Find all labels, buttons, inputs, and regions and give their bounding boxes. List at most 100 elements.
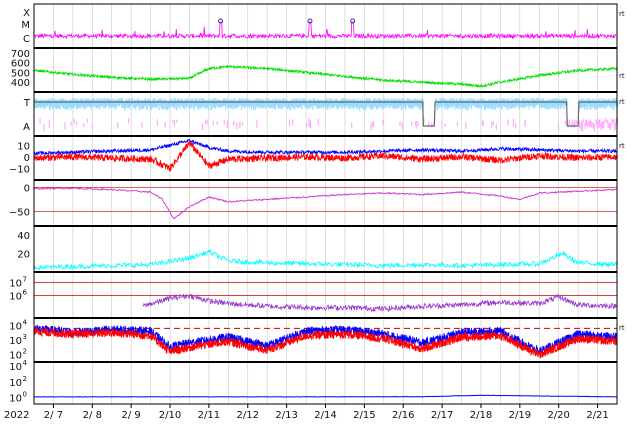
ta-upper-mark [307,99,309,107]
ta-upper-mark [374,98,376,107]
ta-upper-mark [333,100,335,109]
ta-upper-mark [356,99,358,110]
ta-lower-mark [608,123,610,129]
ta-upper-mark [378,99,380,109]
ta-upper-mark [279,100,281,109]
electron-tick-label: 10 [9,351,22,362]
ta-upper-mark [492,99,494,110]
ta-upper-mark [586,100,588,110]
ta-upper-mark [253,100,255,111]
ta-upper-mark [46,99,48,107]
ta-upper-mark [460,100,462,111]
ta-upper-mark [436,100,438,111]
ta-upper-mark [68,99,70,107]
ta-upper-mark [180,99,182,106]
neutron-series-line [34,394,617,398]
ta-upper-mark [394,98,396,109]
ta-upper-mark [486,100,488,109]
ta-upper-mark [360,100,362,108]
ta-upper-mark [269,99,271,109]
ta-upper-mark [166,100,169,110]
speed-tick-label: 400 [11,78,30,89]
ta-upper-mark [611,98,613,109]
ta-upper-mark [404,99,406,107]
ta-upper-mark [83,99,85,110]
ta-lower-mark [588,120,590,127]
ta-upper-mark [477,100,480,109]
ta-upper-mark [457,100,459,109]
ta-lower-mark [595,119,597,123]
ta-upper-mark [517,99,519,106]
ta-upper-mark [493,99,495,110]
ta-upper-mark [449,98,451,108]
ta-upper-mark [508,100,511,108]
ta-upper-mark [345,100,347,108]
ta-upper-mark [464,99,466,110]
ta-lower-mark [571,119,574,125]
flare-event-marker [307,18,313,24]
ta-upper-mark [242,99,244,108]
ta-upper-mark [510,98,512,108]
ta-lower-mark [593,123,595,132]
ta-upper-mark [379,98,381,108]
ta-upper-mark [255,98,257,108]
ta-upper-mark [512,98,514,108]
ta-upper-mark [65,99,67,108]
ta-upper-mark [90,100,92,110]
ta-upper-mark [94,99,96,107]
ta-upper-mark [358,100,361,111]
electron-blue-line [33,324,618,355]
ta-upper-mark [543,98,545,108]
neutron-tick-label: 10 [9,378,22,389]
ta-upper-mark [530,99,532,107]
ta-upper-mark [297,100,299,109]
ta-upper-mark [70,100,72,111]
ta-upper-mark [542,99,544,108]
ta-upper-mark [582,98,584,109]
ta-upper-mark [455,99,457,106]
ta-upper-mark [51,100,54,110]
x-tick-label: 2/18 [470,410,492,421]
ta-upper-mark [410,100,412,108]
ta-upper-mark [110,99,112,108]
ta-upper-mark [326,98,328,107]
ta-upper-mark [139,100,141,107]
ta-upper-mark [338,100,340,108]
x-tick-label: 2/11 [198,410,220,421]
ta-upper-mark [132,100,134,109]
ta-upper-mark [95,100,97,109]
ta-upper-mark [315,100,317,107]
ta-upper-mark [596,99,598,109]
ta-upper-mark [454,99,456,110]
ta-upper-mark [271,99,274,106]
ta-upper-mark [50,98,52,107]
ta-upper-mark [133,100,135,109]
ta-upper-mark [341,99,343,109]
ta-lower-mark [589,119,591,124]
ta-upper-mark [409,99,411,109]
ta-lower-mark [212,120,214,126]
ta-upper-mark [414,98,416,107]
electron-tick-exponent: 3 [23,333,27,341]
ta-upper-mark [54,100,57,108]
ta-upper-mark [87,99,89,107]
ta-lower-mark [589,121,591,127]
ta-upper-mark [550,99,552,109]
ta-upper-mark [610,100,612,108]
ta-lower-mark [309,122,311,128]
ta-upper-mark [277,99,279,108]
ta-upper-mark [237,100,239,108]
ta-upper-mark [412,100,414,109]
ta-upper-mark [402,98,404,109]
ta-upper-mark [34,99,36,108]
ta-upper-mark [487,100,490,110]
ta-upper-mark [556,99,558,109]
ta-upper-mark [233,98,235,109]
ta-upper-mark [155,100,157,108]
x-tick-label: 2/21 [586,410,608,421]
ta-upper-mark [127,99,129,109]
ta-upper-mark [463,99,465,109]
ta-upper-mark [176,100,178,111]
ta-lower-mark [586,121,588,127]
ta-tick-label: T [23,98,31,109]
